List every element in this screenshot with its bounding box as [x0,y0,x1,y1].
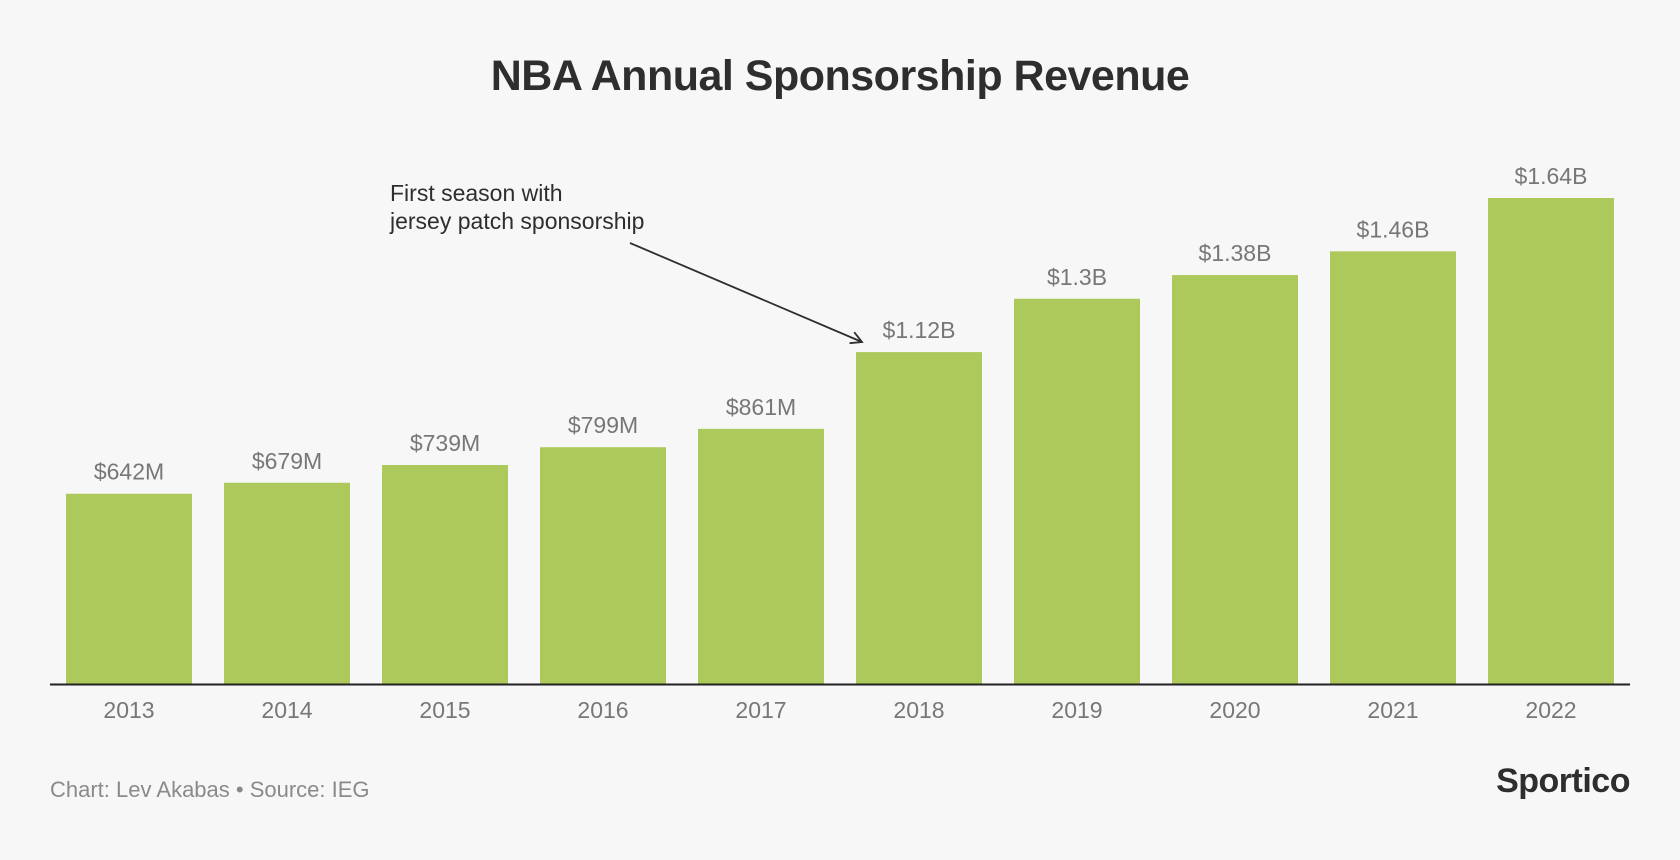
data-label-2018: $1.12B [883,317,956,343]
bar-2018 [856,352,982,684]
data-label-2016: $799M [568,412,638,438]
bar-2020 [1172,275,1298,684]
data-label-2015: $739M [410,430,480,456]
x-tick-label-2020: 2020 [1209,697,1260,723]
bar-2017 [698,428,824,684]
annotation-arrow [629,242,864,345]
data-labels-group: $642M $679M $739M $799M $861M $1.12B $1.3B $1.3… [94,163,1588,485]
x-tick-label-2015: 2015 [419,697,470,723]
bar-2016 [540,447,666,684]
bar-2021 [1330,251,1456,684]
x-tick-label-2014: 2014 [261,697,312,723]
data-label-2013: $642M [94,459,164,485]
data-label-2020: $1.38B [1199,240,1272,266]
source-credit: Chart: Lev Akabas • Source: IEG [50,777,370,802]
bar-2015 [382,465,508,684]
annotation-text-line-1: First season with [390,180,563,206]
x-tick-label-2016: 2016 [577,697,628,723]
data-label-2022: $1.64B [1515,163,1588,189]
brand-logo: Sportico [1496,762,1630,800]
data-label-2014: $679M [252,448,322,474]
annotation-text-line-2: jersey patch sponsorship [389,208,644,234]
x-tick-label-2018: 2018 [893,697,944,723]
annotation: First season with jersey patch sponsorsh… [389,180,864,345]
x-tick-label-2013: 2013 [103,697,154,723]
x-tick-label-2021: 2021 [1367,697,1418,723]
chart-title: NBA Annual Sponsorship Revenue [490,52,1190,100]
bars-group [66,198,1614,684]
bar-2013 [66,493,192,684]
x-tick-label-2019: 2019 [1051,697,1102,723]
data-label-2021: $1.46B [1357,216,1430,242]
x-tick-labels-group: 2013 2014 2015 2016 2017 2018 2019 2020 2021 2022 [103,697,1576,723]
bar-2019 [1014,298,1140,684]
x-tick-label-2022: 2022 [1525,697,1576,723]
bar-2014 [224,482,350,684]
data-label-2017: $861M [726,394,796,420]
x-tick-label-2017: 2017 [735,697,786,723]
data-label-2019: $1.3B [1047,264,1107,290]
bar-2022 [1488,198,1614,684]
